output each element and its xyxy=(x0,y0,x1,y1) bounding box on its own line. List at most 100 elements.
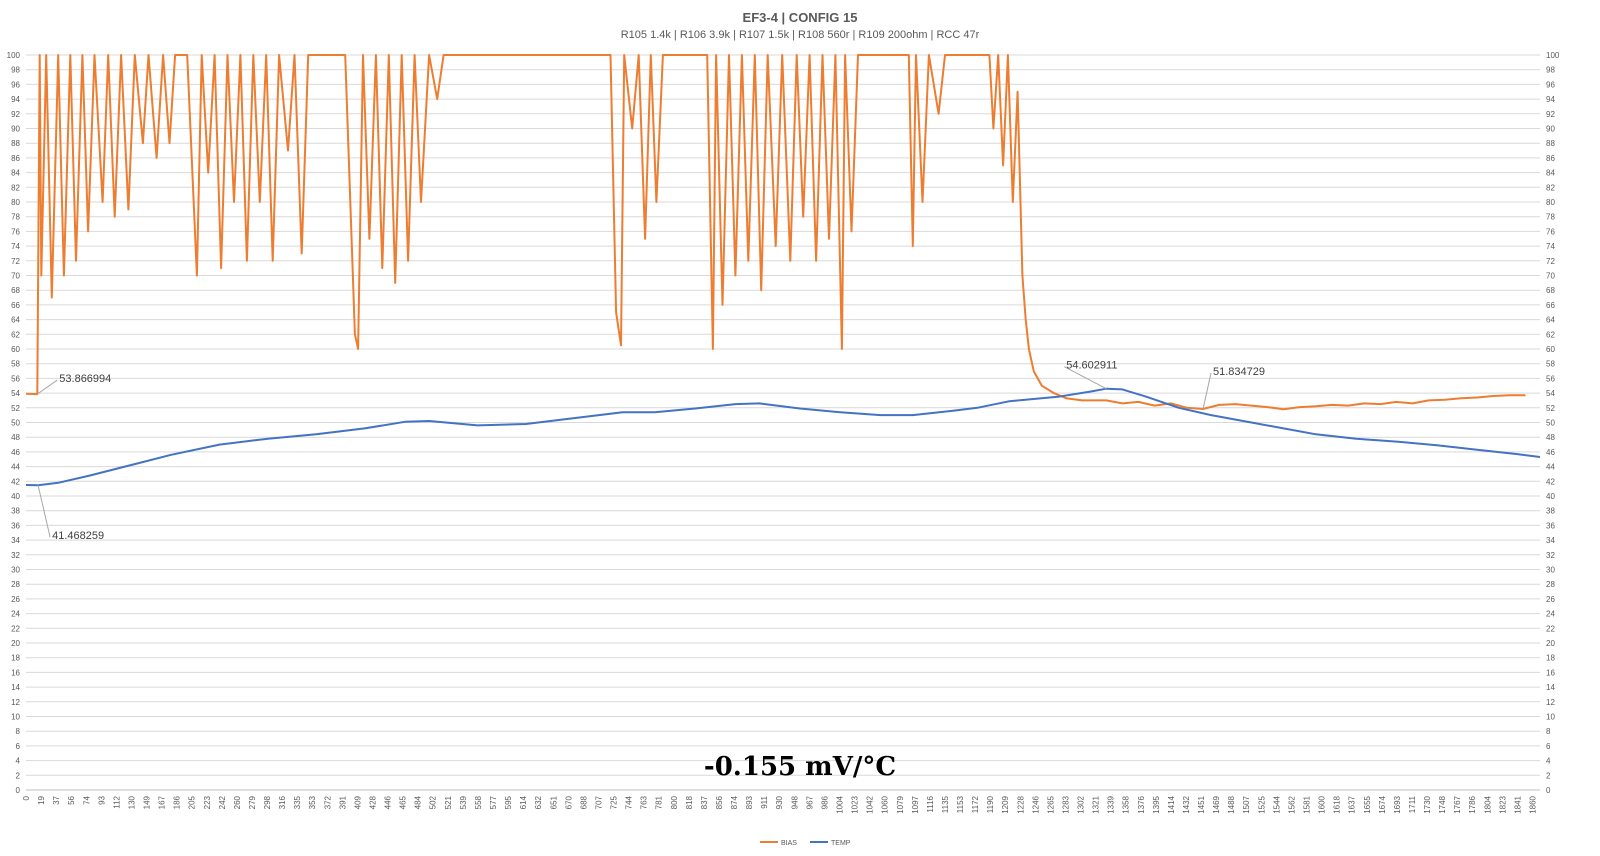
y-tick-label-left: 44 xyxy=(11,463,20,472)
y-tick-label-right: 2 xyxy=(1546,771,1551,780)
x-tick-label: 1804 xyxy=(1483,795,1492,813)
y-tick-label-left: 70 xyxy=(11,272,20,281)
x-tick-label: 595 xyxy=(504,795,513,809)
y-tick-label-left: 36 xyxy=(11,521,20,530)
y-tick-label-right: 26 xyxy=(1546,595,1555,604)
x-tick-label: 800 xyxy=(670,795,679,809)
y-tick-label-left: 14 xyxy=(11,683,20,692)
y-tick-label-right: 90 xyxy=(1546,125,1555,134)
y-tick-label-right: 12 xyxy=(1546,698,1555,707)
x-tick-label: 1711 xyxy=(1408,795,1417,813)
x-tick-label: 1190 xyxy=(986,795,995,813)
y-tick-label-left: 54 xyxy=(11,389,20,398)
x-tick-label: 521 xyxy=(444,795,453,809)
y-tick-label-right: 96 xyxy=(1546,80,1555,89)
x-tick-label: 1618 xyxy=(1333,795,1342,813)
x-tick-label: 260 xyxy=(233,795,242,809)
x-tick-label: 223 xyxy=(203,795,212,809)
y-tick-label-left: 98 xyxy=(11,66,20,75)
y-tick-label-right: 42 xyxy=(1546,477,1555,486)
x-tick-label: 874 xyxy=(730,795,739,809)
y-tick-label-left: 42 xyxy=(11,477,20,486)
x-tick-label: 1004 xyxy=(835,795,844,813)
x-tick-label: 1358 xyxy=(1122,795,1131,813)
y-tick-label-right: 78 xyxy=(1546,213,1555,222)
y-tick-label-right: 40 xyxy=(1546,492,1555,501)
x-tick-label: 1600 xyxy=(1318,795,1327,813)
y-tick-label-right: 54 xyxy=(1546,389,1555,398)
y-tick-label-right: 24 xyxy=(1546,610,1555,619)
x-tick-label: 1395 xyxy=(1152,795,1161,813)
y-tick-label-left: 76 xyxy=(11,227,20,236)
x-tick-label: 465 xyxy=(399,795,408,809)
x-tick-label: 130 xyxy=(127,795,136,809)
x-tick-label: 1414 xyxy=(1167,795,1176,813)
y-tick-label-left: 38 xyxy=(11,507,20,516)
x-tick-label: 1302 xyxy=(1077,795,1086,813)
x-tick-label: 1525 xyxy=(1257,795,1266,813)
x-tick-label: 763 xyxy=(640,795,649,809)
y-tick-label-left: 90 xyxy=(11,125,20,134)
data-label-leader xyxy=(37,485,51,538)
y-tick-label-right: 98 xyxy=(1546,66,1555,75)
data-label-leader xyxy=(36,379,58,395)
x-tick-label: 1172 xyxy=(971,795,980,813)
y-tick-label-right: 62 xyxy=(1546,330,1555,339)
x-tick-label: 502 xyxy=(429,795,438,809)
y-tick-label-left: 46 xyxy=(11,448,20,457)
y-tick-label-right: 92 xyxy=(1546,110,1555,119)
y-tick-label-right: 60 xyxy=(1546,345,1555,354)
y-tick-label-right: 70 xyxy=(1546,272,1555,281)
y-tick-label-left: 2 xyxy=(16,771,21,780)
x-tick-label: 335 xyxy=(293,795,302,809)
y-tick-label-left: 86 xyxy=(11,154,20,163)
x-tick-label: 781 xyxy=(655,795,664,809)
x-tick-label: 1228 xyxy=(1016,795,1025,813)
x-tick-label: 818 xyxy=(685,795,694,809)
x-tick-label: 446 xyxy=(384,795,393,809)
y-tick-label-left: 92 xyxy=(11,110,20,119)
x-tick-label: 409 xyxy=(353,795,362,809)
x-tick-label: 1097 xyxy=(911,795,920,813)
y-tick-label-right: 64 xyxy=(1546,316,1555,325)
y-tick-label-left: 68 xyxy=(11,286,20,295)
chart-title: EF3-4 | CONFIG 15 xyxy=(742,10,858,25)
y-tick-label-right: 14 xyxy=(1546,683,1555,692)
y-tick-label-right: 4 xyxy=(1546,757,1551,766)
y-tick-label-left: 4 xyxy=(16,757,21,766)
x-tick-label: 149 xyxy=(143,795,152,809)
x-tick-label: 539 xyxy=(459,795,468,809)
y-tick-label-left: 28 xyxy=(11,580,20,589)
y-tick-label-right: 46 xyxy=(1546,448,1555,457)
x-tick-label: 986 xyxy=(820,795,829,809)
x-tick-label: 1488 xyxy=(1227,795,1236,813)
y-tick-label-right: 84 xyxy=(1546,169,1555,178)
x-tick-label: 1432 xyxy=(1182,795,1191,813)
y-tick-label-right: 6 xyxy=(1546,742,1551,751)
legend-label-temp: TEMP xyxy=(831,840,851,847)
x-tick-label: 372 xyxy=(323,795,332,809)
x-tick-label: 0 xyxy=(22,795,31,800)
y-tick-label-right: 32 xyxy=(1546,551,1555,560)
y-tick-label-left: 12 xyxy=(11,698,20,707)
x-tick-label: 1283 xyxy=(1061,795,1070,813)
data-label: 53.866994 xyxy=(59,373,111,385)
x-tick-label: 1786 xyxy=(1468,795,1477,813)
y-tick-label-left: 0 xyxy=(16,786,21,795)
y-tick-label-left: 20 xyxy=(11,639,20,648)
y-tick-label-right: 38 xyxy=(1546,507,1555,516)
y-tick-label-left: 60 xyxy=(11,345,20,354)
y-tick-label-right: 82 xyxy=(1546,183,1555,192)
y-tick-label-left: 52 xyxy=(11,404,20,413)
x-tick-label: 1823 xyxy=(1498,795,1507,813)
chart-subtitle: R105 1.4k | R106 3.9k | R107 1.5k | R108… xyxy=(620,29,980,41)
y-tick-label-right: 10 xyxy=(1546,713,1555,722)
y-tick-label-left: 32 xyxy=(11,551,20,560)
y-tick-label-left: 26 xyxy=(11,595,20,604)
x-tick-label: 279 xyxy=(248,795,257,809)
x-tick-label: 1469 xyxy=(1212,795,1221,813)
x-tick-label: 167 xyxy=(158,795,167,809)
y-tick-label-left: 24 xyxy=(11,610,20,619)
x-tick-label: 1730 xyxy=(1423,795,1432,813)
